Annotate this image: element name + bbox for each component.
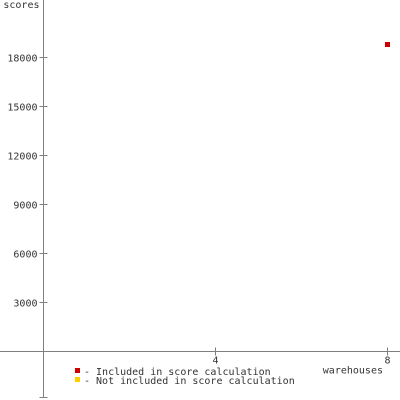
data-point (385, 42, 390, 47)
legend-swatch (75, 368, 80, 373)
y-tick-label: 18000 (7, 54, 37, 65)
legend-label: - Not included in score calculation (84, 376, 295, 387)
x-axis-title: warehouses (323, 366, 383, 377)
x-tick-label: 8 (384, 356, 390, 367)
legend: - Included in score calculation- Not inc… (75, 367, 295, 387)
y-axis-ticks: 3000 6000 9000 12000 15000 18000 (7, 54, 48, 310)
y-tick-label: 3000 (13, 299, 37, 310)
y-tick-label: 15000 (7, 103, 37, 114)
y-tick-label: 9000 (13, 201, 37, 212)
legend-swatch (75, 377, 80, 382)
y-axis-title: scores (3, 0, 39, 11)
x-tick-label: 4 (212, 356, 218, 367)
y-tick-label: 12000 (7, 152, 37, 163)
data-points (385, 42, 390, 47)
y-tick-label: 6000 (13, 250, 37, 261)
legend-label: - Included in score calculation (84, 367, 271, 378)
